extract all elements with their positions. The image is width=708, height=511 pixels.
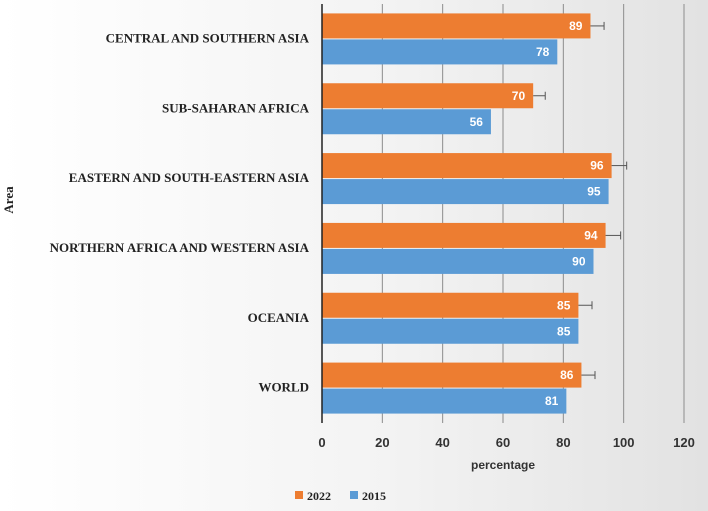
category-label-northern-africa-and-western-asia: NORTHERN AFRICA AND WESTERN ASIA: [50, 240, 310, 255]
bars: [322, 13, 612, 414]
value-label-2015-oceania: 85: [557, 324, 571, 338]
error-bar-2022-eastern-and-south-eastern-asia: [611, 161, 628, 170]
legend-label-2022: 2022: [307, 489, 331, 503]
value-label-2022-central-and-southern-asia: 89: [569, 19, 583, 33]
x-tick-80: 80: [556, 435, 570, 450]
bar-2022-eastern-and-south-eastern-asia: [322, 153, 612, 179]
value-label-2022-northern-africa-and-western-asia: 94: [584, 228, 598, 242]
category-label-oceania: OCEANIA: [248, 310, 310, 325]
bar-2015-oceania: [322, 318, 579, 344]
category-label-central-and-southern-asia: CENTRAL AND SOUTHERN ASIA: [106, 30, 310, 45]
value-label-2022-eastern-and-south-eastern-asia: 96: [590, 159, 604, 173]
error-bar-2022-central-and-southern-asia: [590, 21, 605, 30]
bar-2015-central-and-southern-asia: [322, 39, 558, 65]
bar-2015-sub-saharan-africa: [322, 109, 491, 135]
value-label-2015-eastern-and-south-eastern-asia: 95: [587, 185, 601, 199]
bar-2015-northern-africa-and-western-asia: [322, 248, 594, 274]
category-labels: CENTRAL AND SOUTHERN ASIA SUB-SAHARAN AFR…: [50, 30, 310, 394]
gridlines: [381, 4, 685, 423]
legend: 2022 2015: [295, 489, 386, 503]
value-label-2015-sub-saharan-africa: 56: [470, 115, 484, 129]
category-label-world: WORLD: [258, 380, 309, 395]
legend-item-2015: 2015: [350, 489, 386, 503]
value-label-2022-oceania: 85: [557, 298, 571, 312]
x-tick-0: 0: [318, 435, 325, 450]
error-bar-2022-oceania: [578, 301, 593, 310]
category-label-eastern-and-south-eastern-asia: EASTERN AND SOUTH-EASTERN ASIA: [69, 170, 310, 185]
bar-2022-world: [322, 362, 582, 388]
bar-2022-northern-africa-and-western-asia: [322, 222, 606, 248]
category-label-sub-saharan-africa: SUB-SAHARAN AFRICA: [162, 100, 310, 115]
error-bar-2022-world: [581, 371, 596, 380]
bar-2022-central-and-southern-asia: [322, 13, 591, 39]
legend-label-2015: 2015: [362, 489, 386, 503]
y-axis-title: Area: [1, 186, 16, 214]
bar-2015-eastern-and-south-eastern-asia: [322, 179, 609, 205]
x-tick-60: 60: [496, 435, 510, 450]
legend-item-2022: 2022: [295, 489, 331, 503]
value-label-2015-world: 81: [545, 394, 559, 408]
x-tick-labels: 0 20 40 60 80 100 120: [318, 435, 694, 450]
x-tick-40: 40: [435, 435, 449, 450]
error-bars: [533, 21, 628, 380]
value-label-2022-sub-saharan-africa: 70: [512, 89, 526, 103]
x-tick-100: 100: [613, 435, 635, 450]
x-axis-title: percentage: [471, 458, 535, 472]
x-tick-120: 120: [673, 435, 695, 450]
bar-2015-world: [322, 388, 567, 414]
error-bar-2022-northern-africa-and-western-asia: [605, 231, 622, 240]
value-label-2015-northern-africa-and-western-asia: 90: [572, 254, 586, 268]
legend-swatch-2015: [350, 491, 358, 499]
bar-2022-oceania: [322, 292, 579, 318]
value-label-2022-world: 86: [560, 368, 574, 382]
value-label-2015-central-and-southern-asia: 78: [536, 45, 550, 59]
x-tick-20: 20: [375, 435, 389, 450]
bar-2022-sub-saharan-africa: [322, 83, 534, 109]
legend-swatch-2022: [295, 491, 303, 499]
error-bar-2022-sub-saharan-africa: [533, 91, 546, 100]
